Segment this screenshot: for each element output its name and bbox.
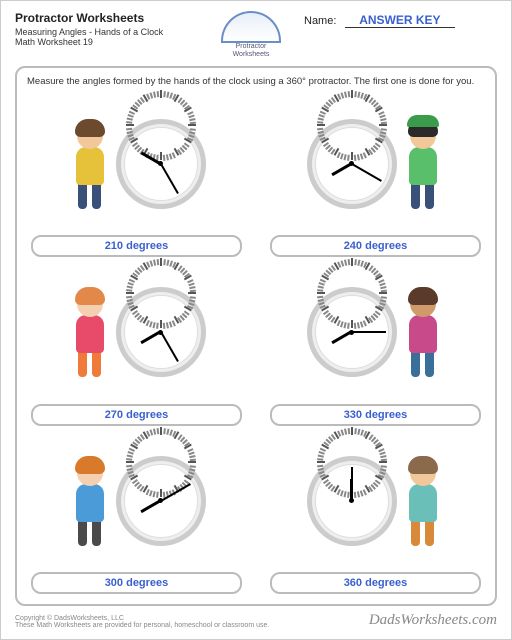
- clock-cell: 270 degrees: [27, 267, 246, 425]
- clock-face: [315, 127, 389, 201]
- name-area: Name: ANSWER KEY: [294, 11, 497, 29]
- answer-box: 210 degrees: [31, 235, 241, 257]
- clock: [307, 119, 397, 209]
- clock: [307, 287, 397, 377]
- kid-icon: [401, 119, 445, 209]
- clock-cell: 300 degrees: [27, 436, 246, 594]
- footer-left: Copyright © DadsWorksheets, LLC These Ma…: [15, 615, 269, 629]
- kid-icon: [401, 287, 445, 377]
- header: Protractor Worksheets Measuring Angles -…: [15, 11, 497, 58]
- scene: [27, 267, 246, 397]
- kid-icon: [68, 287, 112, 377]
- logo-text-bottom: Worksheets: [216, 51, 286, 59]
- clock-grid: 210 degrees 240 degrees 270 degrees 330 deg…: [27, 99, 485, 594]
- header-left: Protractor Worksheets Measuring Angles -…: [15, 11, 208, 47]
- minute-hand: [352, 331, 386, 333]
- scene: [266, 99, 485, 229]
- answer-box: 330 degrees: [270, 404, 480, 426]
- name-label: Name:: [304, 15, 336, 27]
- minute-hand: [160, 332, 179, 362]
- title-subtitle: Measuring Angles - Hands of a Clock: [15, 27, 208, 37]
- site-brand: DadsWorksheets.com: [369, 612, 497, 629]
- clock: [116, 456, 206, 546]
- title-worksheet-no: Math Worksheet 19: [15, 37, 208, 47]
- minute-hand: [351, 467, 353, 501]
- tagline: These Math Worksheets are provided for p…: [15, 622, 269, 629]
- clock-cell: 330 degrees: [266, 267, 485, 425]
- answer-box: 300 degrees: [31, 572, 241, 594]
- answer-box: 240 degrees: [270, 235, 480, 257]
- clock-cell: 360 degrees: [266, 436, 485, 594]
- instructions: Measure the angles formed by the hands o…: [27, 76, 485, 88]
- clock-face: [315, 295, 389, 369]
- center-dot: [349, 498, 354, 503]
- title-main: Protractor Worksheets: [15, 11, 208, 25]
- scene: [27, 436, 246, 566]
- answer-box: 270 degrees: [31, 404, 241, 426]
- protractor-icon: [221, 11, 281, 41]
- clock: [116, 287, 206, 377]
- answer-box: 360 degrees: [270, 572, 480, 594]
- protractor-badge: Protractor Worksheets: [216, 11, 286, 58]
- center-dot: [158, 330, 163, 335]
- scene: [266, 267, 485, 397]
- clock-face: [124, 464, 198, 538]
- logo-text-top: Protractor: [216, 43, 286, 51]
- page: Protractor Worksheets Measuring Angles -…: [0, 0, 512, 640]
- center-dot: [158, 498, 163, 503]
- clock-face: [315, 464, 389, 538]
- minute-hand: [351, 163, 381, 182]
- clock-cell: 240 degrees: [266, 99, 485, 257]
- clock: [307, 456, 397, 546]
- copyright: Copyright © DadsWorksheets, LLC: [15, 615, 269, 622]
- center-dot: [349, 330, 354, 335]
- scene: [266, 436, 485, 566]
- clock-cell: 210 degrees: [27, 99, 246, 257]
- clock-face: [124, 295, 198, 369]
- minute-hand: [160, 163, 179, 193]
- kid-icon: [68, 119, 112, 209]
- clock-face: [124, 127, 198, 201]
- kid-icon: [401, 456, 445, 546]
- footer: Copyright © DadsWorksheets, LLC These Ma…: [15, 612, 497, 629]
- answer-key-text: ANSWER KEY: [345, 13, 455, 28]
- kid-icon: [68, 456, 112, 546]
- scene: [27, 99, 246, 229]
- content-box: Measure the angles formed by the hands o…: [15, 66, 497, 606]
- clock: [116, 119, 206, 209]
